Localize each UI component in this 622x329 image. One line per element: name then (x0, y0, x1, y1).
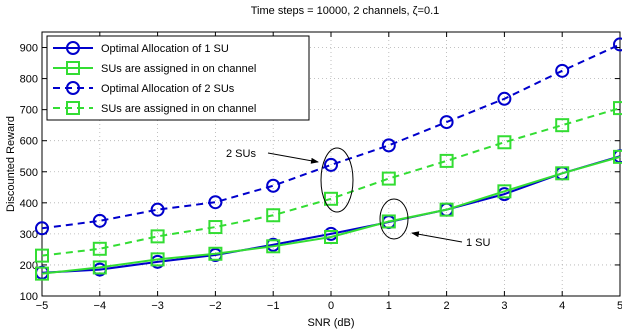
x-tick-label: −5 (36, 300, 49, 312)
y-tick-label: 200 (20, 260, 38, 272)
ellipse-1-su (379, 198, 409, 240)
square-marker (150, 229, 165, 244)
y-tick-label: 400 (20, 198, 38, 210)
legend-entry: Optimal Allocation of 1 SU (53, 41, 229, 55)
circle-marker (92, 213, 107, 228)
circle-marker (439, 115, 454, 130)
annotation-2-sus: 2 SUs (226, 148, 256, 160)
square-marker (439, 153, 454, 168)
ellipse-2-sus (320, 147, 354, 213)
square-marker (613, 149, 622, 164)
series-line (41, 43, 621, 230)
y-tick-label: 100 (20, 291, 38, 303)
series-line (41, 107, 621, 257)
series-2 (35, 37, 622, 236)
annotation-1-su: 1 SU (466, 237, 491, 249)
x-tick-label: 1 (386, 300, 392, 312)
square-marker (35, 266, 49, 281)
series-0 (35, 149, 622, 280)
circle-marker (150, 202, 165, 217)
circle-marker (266, 178, 281, 193)
legend-marker (66, 81, 80, 95)
circle-marker (555, 63, 570, 78)
legend-box (46, 35, 310, 121)
annotations: 2 SUs 1 SU (226, 147, 491, 249)
square-marker (92, 260, 107, 275)
square-marker (439, 202, 454, 217)
x-tick-label: −4 (94, 300, 107, 312)
legend-entry: SUs are assigned in on channel (53, 61, 256, 75)
x-tick-label: −2 (209, 300, 222, 312)
square-marker (266, 239, 281, 254)
square-marker (208, 220, 223, 235)
arrow-2-sus (267, 152, 319, 164)
square-marker (497, 184, 512, 199)
circle-marker (324, 157, 338, 172)
x-tick-label: 5 (617, 300, 622, 312)
series-line (41, 155, 621, 275)
x-tick-label: −1 (267, 300, 280, 312)
arrow-1-su (411, 231, 463, 243)
square-marker (266, 208, 281, 223)
square-marker (381, 214, 396, 229)
y-tick-label: 600 (20, 136, 38, 148)
legend-label: SUs are assigned in on channel (101, 103, 256, 115)
series-3 (35, 101, 622, 263)
square-marker (497, 135, 512, 150)
y-tick-label: 700 (20, 105, 38, 117)
x-axis-label: SNR (dB) (307, 317, 354, 329)
square-marker (381, 171, 396, 186)
square-marker (324, 229, 338, 244)
chart-title: Time steps = 10000, 2 channels, ζ=0.1 (251, 5, 440, 17)
circle-marker (381, 138, 396, 153)
legend-marker (66, 101, 80, 115)
x-tick-label: 3 (501, 300, 507, 312)
y-tick-label: 500 (20, 167, 38, 179)
circle-marker (497, 91, 512, 106)
series-1 (35, 149, 622, 281)
square-marker (92, 241, 107, 256)
circle-marker (613, 37, 622, 52)
y-tick-label: 800 (20, 74, 38, 86)
series-line (41, 155, 621, 274)
legend-entry: Optimal Allocation of 2 SUs (53, 81, 235, 95)
legend-label: SUs are assigned in on channel (101, 63, 256, 75)
square-marker (208, 246, 223, 261)
legend-entry: SUs are assigned in on channel (53, 101, 256, 115)
square-marker (555, 166, 570, 181)
y-tick-label: 300 (20, 229, 38, 241)
circle-marker (208, 195, 223, 210)
legend-label: Optimal Allocation of 2 SUs (101, 83, 235, 95)
x-tick-label: −3 (151, 300, 164, 312)
square-marker (150, 252, 165, 267)
y-tick-label: 900 (20, 43, 38, 55)
legend-marker (66, 61, 80, 75)
square-marker (324, 191, 338, 206)
legend: Optimal Allocation of 1 SU SUs are assign… (46, 35, 310, 121)
x-tick-label: 4 (559, 300, 565, 312)
square-marker (35, 248, 49, 263)
square-marker (555, 118, 570, 133)
y-axis-label: Discounted Reward (5, 116, 17, 212)
series-group (35, 37, 622, 281)
legend-label: Optimal Allocation of 1 SU (101, 43, 229, 55)
x-tick-label: 2 (444, 300, 450, 312)
x-axis-ticks: −5 −4 −3 −2 −1 0 1 2 3 4 5 (36, 32, 622, 312)
circle-marker (35, 221, 49, 236)
square-marker (613, 101, 622, 116)
legend-marker (66, 41, 80, 55)
x-tick-label: 0 (328, 300, 334, 312)
